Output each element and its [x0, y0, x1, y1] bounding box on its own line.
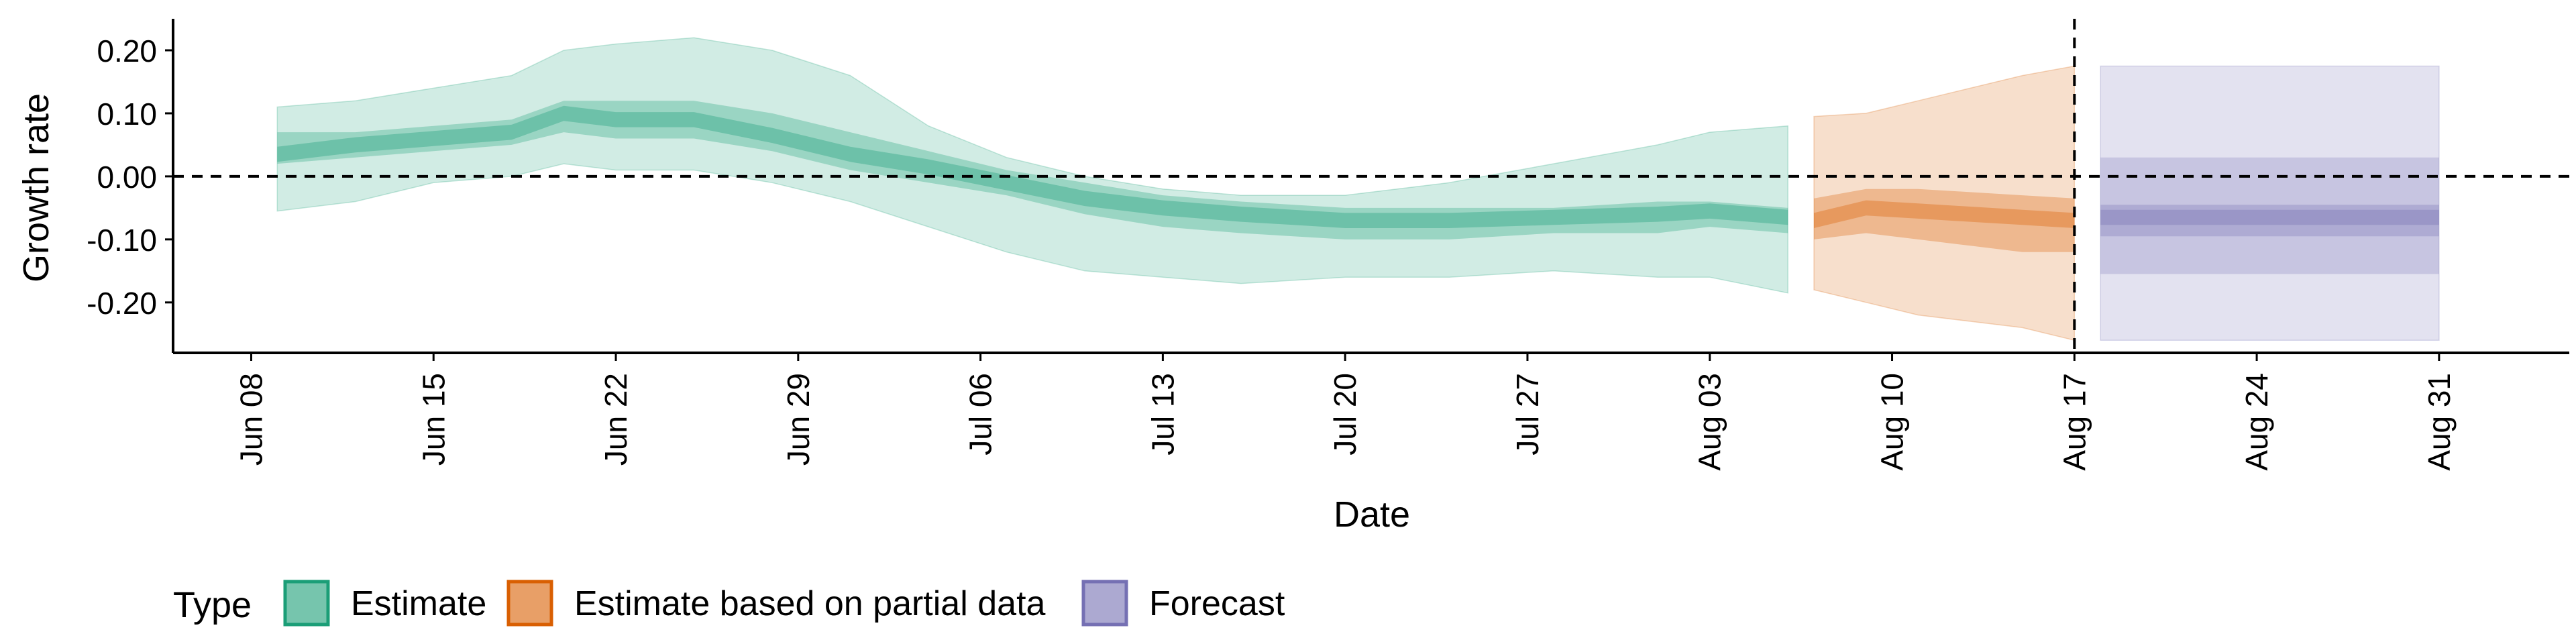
estimate-ci50-band	[277, 101, 1788, 239]
x-tick-label: Aug 31	[2422, 373, 2457, 471]
y-tick-label: 0.10	[97, 97, 157, 131]
x-tick-label: Aug 10	[1875, 373, 1910, 471]
forecast-median-band	[2100, 209, 2439, 225]
axes: -0.20 -0.10 0.00 0.10 0.20 Jun 08 Jun 15 Jun 22…	[87, 19, 2569, 471]
forecast-ci75-band	[2100, 157, 2439, 274]
legend-swatch	[1081, 580, 1128, 627]
legend-title: Type	[173, 585, 252, 625]
x-tick-label: Aug 24	[2239, 373, 2274, 471]
forecast-ci50-band	[2100, 205, 2439, 237]
legend-item-estimate: Estimate	[283, 580, 486, 627]
x-axis-title: Date	[1334, 494, 1410, 535]
x-tick-label: Jul 27	[1510, 373, 1545, 455]
y-axis-title: Growth rate	[16, 93, 56, 282]
y-tick-label: 0.20	[97, 34, 157, 68]
legend-label: Forecast	[1149, 584, 1285, 623]
plot-area	[276, 37, 2440, 341]
x-tick-label: Jun 29	[781, 373, 816, 466]
legend-swatch	[506, 580, 553, 627]
y-tick-label: 0.00	[97, 160, 157, 195]
x-tick-label: Aug 03	[1693, 373, 1727, 471]
x-tick-label: Aug 17	[2057, 373, 2092, 471]
estimate-median-band	[277, 105, 1788, 228]
series-estimate-based-on-partial-data	[1813, 65, 2076, 341]
x-tick-label: Jul 06	[963, 373, 998, 455]
estimate-based-on-partial-data-median-band	[1814, 200, 2075, 228]
legend-item-estimate-based-on-partial-data: Estimate based on partial data	[506, 580, 1046, 627]
x-tick-label: Jun 08	[233, 373, 268, 466]
x-tick-label: Jun 22	[598, 373, 633, 466]
legend: Type Estimate Estimate based on partial d…	[173, 580, 1285, 627]
x-tick-label: Jun 15	[416, 373, 451, 466]
series-forecast	[2100, 65, 2440, 341]
forecast-ci90-band	[2100, 65, 2440, 341]
x-tick-label: Jul 13	[1145, 373, 1180, 455]
legend-label: Estimate based on partial data	[574, 584, 1046, 623]
series-estimate	[276, 37, 1788, 294]
estimate-based-on-partial-data-ci50-band	[1814, 189, 2075, 252]
estimate-ci90-band	[276, 37, 1788, 294]
legend-item-forecast: Forecast	[1081, 580, 1285, 627]
legend-swatch	[283, 580, 330, 627]
y-tick-label: -0.20	[87, 286, 157, 321]
legend-label: Estimate	[351, 584, 486, 623]
x-tick-label: Jul 20	[1328, 373, 1362, 455]
y-tick-label: -0.10	[87, 223, 157, 258]
